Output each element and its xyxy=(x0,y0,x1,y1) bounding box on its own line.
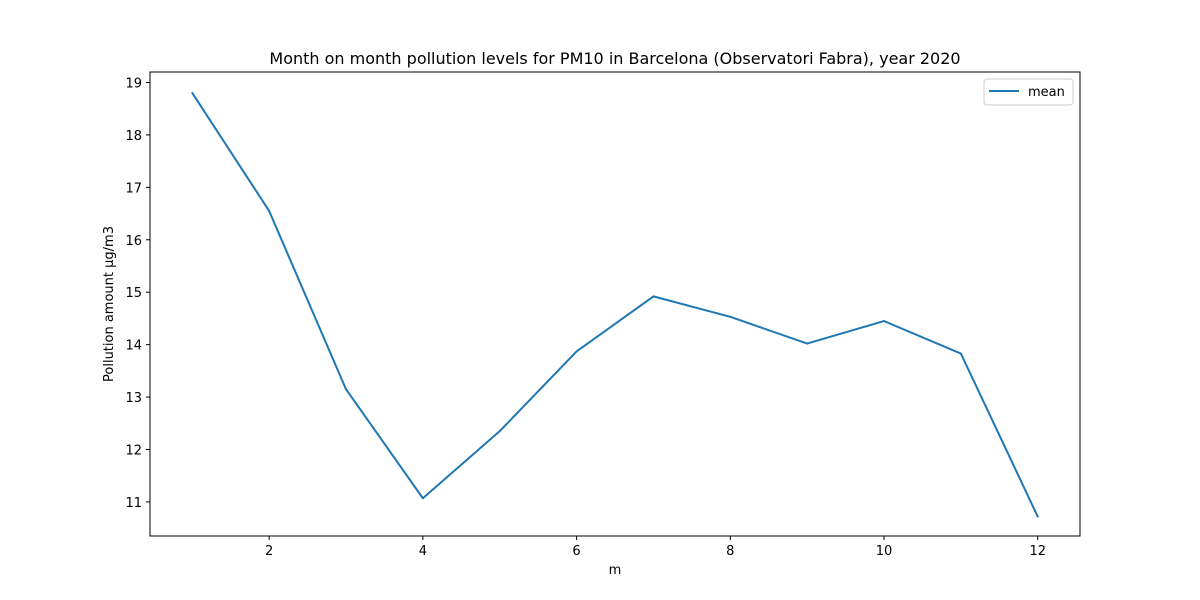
data-point xyxy=(1036,515,1039,518)
x-tick-label: 8 xyxy=(726,544,734,559)
data-point xyxy=(806,342,809,345)
y-tick-label: 18 xyxy=(125,129,142,144)
data-point xyxy=(575,350,578,353)
chart-title: Month on month pollution levels for PM10… xyxy=(269,49,960,68)
data-point xyxy=(421,497,424,500)
y-tick-label: 16 xyxy=(125,234,142,249)
ticks-layer: 2 4 6 8 10 12 11 12 13 14 15 16 17 18 19 xyxy=(125,76,1046,559)
data-point xyxy=(191,91,194,94)
data-point xyxy=(268,209,271,212)
legend-label: mean xyxy=(1028,85,1065,100)
series-layer xyxy=(191,91,1039,518)
x-axis-label: m xyxy=(609,563,622,578)
y-tick-label: 15 xyxy=(125,286,142,301)
x-tick-label: 10 xyxy=(876,544,893,559)
y-tick-label: 17 xyxy=(125,181,142,196)
data-point xyxy=(652,295,655,298)
data-point xyxy=(729,315,732,318)
data-point xyxy=(344,388,347,391)
x-tick-label: 12 xyxy=(1029,544,1046,559)
data-point xyxy=(883,320,886,323)
y-tick-label: 13 xyxy=(125,391,142,406)
y-tick-label: 14 xyxy=(125,339,142,354)
legend-box xyxy=(983,78,1074,106)
legend: mean xyxy=(983,78,1074,106)
x-tick-label: 6 xyxy=(572,544,580,559)
y-tick-label: 11 xyxy=(125,496,142,511)
data-point xyxy=(959,352,962,355)
y-axis-label: Pollution amount µg/m3 xyxy=(102,226,117,382)
plot-frame xyxy=(149,71,1081,537)
series-line-mean xyxy=(191,92,1039,518)
y-tick-label: 19 xyxy=(125,76,142,91)
data-point xyxy=(498,430,501,433)
x-tick-label: 2 xyxy=(265,544,273,559)
x-tick-label: 4 xyxy=(419,544,427,559)
y-tick-label: 12 xyxy=(125,443,142,458)
